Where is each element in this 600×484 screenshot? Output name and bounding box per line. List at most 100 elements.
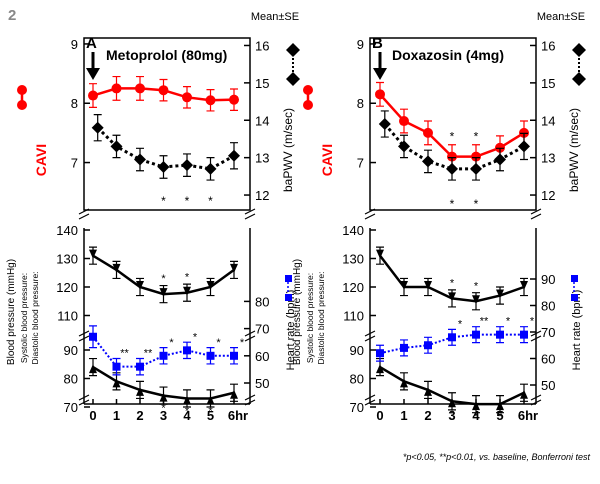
significance-mark: * [530,316,535,328]
significance-mark: * [161,273,166,285]
x-tick-label: 3 [160,408,167,423]
hr-tick-label: 70 [255,322,269,337]
diastolic-point [230,389,238,399]
cavi-point [88,90,98,101]
cavi-tick-label: 9 [71,37,78,52]
bapwv-tick-label: 12 [541,188,555,203]
significance-mark: * [450,277,455,289]
significance-mark: * [450,130,455,144]
systolic-point [230,263,238,273]
diastolic-point [159,392,168,402]
systolic-point [472,295,480,305]
systolic-point [448,292,456,302]
significance-mark: * [161,194,166,208]
bapwv-point [518,140,530,153]
significance-mark: * [240,337,245,349]
systolic-point [496,289,504,299]
x-tick-label: 2 [424,408,431,423]
dose-arrow-head [373,68,387,80]
drug-label: Metoprolol (80mg) [106,47,227,63]
hr-point [424,341,432,350]
cavi-tick-label: 7 [71,156,78,171]
significance-mark: * [474,411,479,423]
bapwv-legend-marker [572,43,586,57]
cavi-legend-marker [303,100,313,110]
x-tick-label: 0 [376,408,383,423]
bapwv-legend-marker [572,72,586,86]
x-tick-label: 5 [207,408,214,423]
footnote: *p<0.05, **p<0.01, vs. baseline, Bonferr… [403,452,591,462]
bapwv-tick-label: 16 [255,38,269,53]
x-tick-label: 5 [496,408,503,423]
bp-tick-label: 90 [350,343,364,358]
bapwv-point [181,159,193,172]
x-tick-label: 0 [89,408,96,423]
cavi-point [423,127,433,138]
bapwv-legend-marker [286,72,300,86]
bapwv-legend-marker [286,43,300,57]
bp-axis-label: Blood pressure (mmHg) [292,259,303,365]
cavi-point [158,85,169,96]
bapwv-point [134,153,146,166]
significance-mark: * [161,403,166,415]
hr-tick-label: 90 [541,272,555,287]
significance-mark: * [474,280,479,292]
diastolic-point [376,364,384,374]
significance-mark: * [474,197,479,211]
cavi-point [471,151,481,162]
axis-break-mark [78,330,90,342]
hr-tick-label: 70 [541,325,555,340]
significance-mark: ** [480,316,489,328]
diastolic-point [520,389,528,399]
cavi-legend-marker [303,85,313,95]
x-tick-label: 3 [448,408,455,423]
bapwv-point [91,121,104,134]
hr-point [496,330,504,339]
axis-break-mark [364,394,376,406]
significance-mark: * [506,316,511,328]
bp-tick-label: 80 [350,372,364,387]
hr-axis-label: Heart rate (bpm) [285,290,297,371]
hr-tick-label: 80 [541,299,555,314]
significance-mark: * [185,272,190,284]
hr-point [230,351,238,360]
panel-letter: A [86,35,97,52]
systolic-point [136,281,144,290]
axis-break-mark [530,394,542,406]
significance-mark: * [450,408,455,420]
hr-legend-marker [285,294,292,301]
bp-tick-label: 120 [56,280,78,295]
cavi-legend-marker [17,100,27,110]
hr-tick-label: 60 [255,349,269,364]
bapwv-tick-label: 14 [541,113,555,128]
significance-mark: * [450,197,455,211]
drug-label: Doxazosin (4mg) [392,47,504,63]
bp-tick-label: 80 [64,372,78,387]
hr-point [520,330,528,339]
hr-point [376,349,384,358]
axis-break-mark [78,208,90,220]
significance-mark: * [169,337,174,349]
hr-legend-marker [571,275,578,282]
mean-se-label: Mean±SE [537,11,585,23]
bp-tick-label: 130 [56,252,78,267]
figure-number: 2 [8,7,16,24]
diastolic-label: Diastolic blood pressure: [30,271,40,364]
hr-point [183,346,191,355]
cavi-tick-label: 8 [71,96,78,111]
axis-break-mark [530,208,542,220]
hr-point [136,362,144,371]
bapwv-tick-label: 16 [541,38,555,53]
significance-mark: * [185,194,190,208]
hr-point [206,351,215,360]
axis-break-mark [364,330,376,342]
hr-tick-label: 50 [541,378,555,393]
bp-tick-label: 140 [56,223,78,238]
panel-letter: B [372,35,383,52]
hr-axis-label: Heart rate (bpm) [571,290,583,371]
cavi-tick-label: 8 [357,96,364,111]
significance-mark: * [458,318,463,330]
cavi-tick-label: 9 [357,37,364,52]
bp-axis-label: Blood pressure (mmHg) [6,259,17,365]
